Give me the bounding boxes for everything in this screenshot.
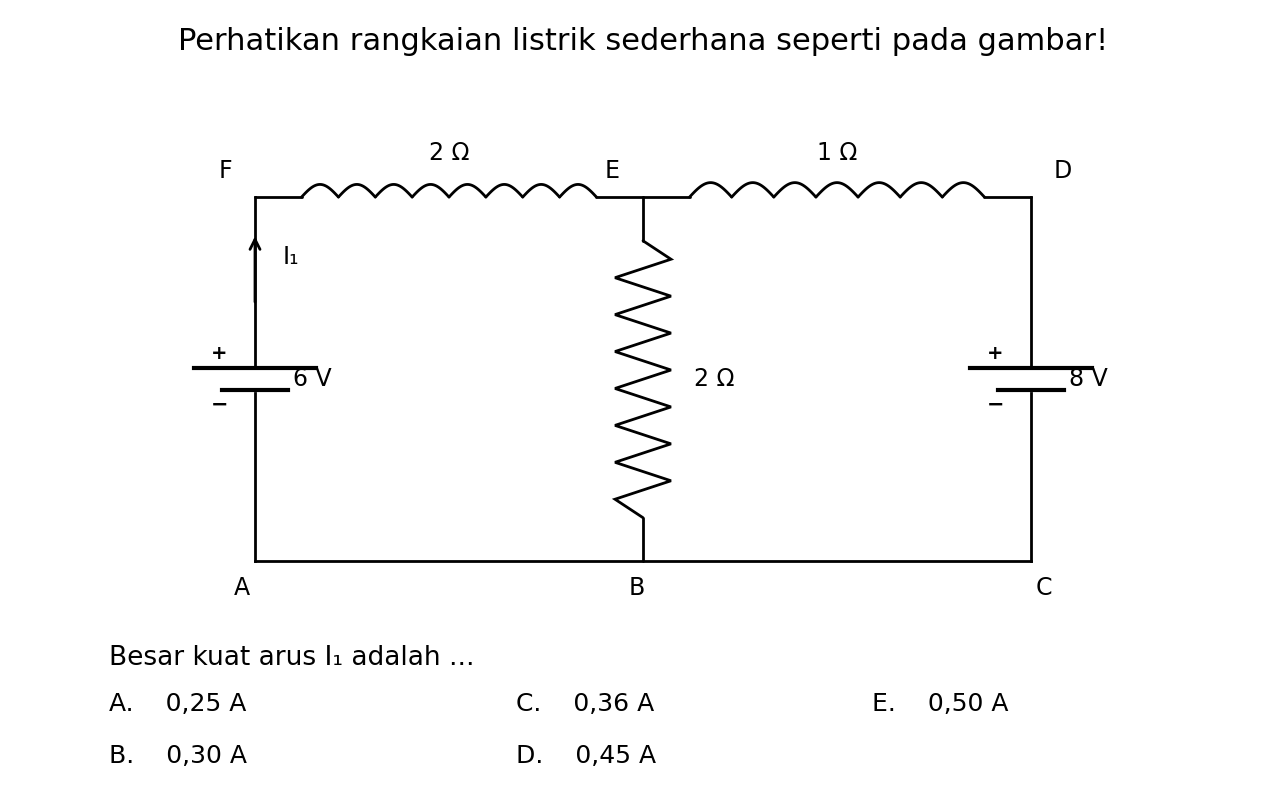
Text: E: E (606, 159, 620, 183)
Text: B: B (629, 575, 644, 600)
Text: D.    0,45 A: D. 0,45 A (516, 744, 656, 767)
Text: E.    0,50 A: E. 0,50 A (872, 692, 1008, 716)
Text: Perhatikan rangkaian listrik sederhana seperti pada gambar!: Perhatikan rangkaian listrik sederhana s… (177, 27, 1109, 56)
Text: D: D (1055, 159, 1073, 183)
Text: Besar kuat arus I₁ adalah ...: Besar kuat arus I₁ adalah ... (109, 645, 475, 671)
Text: 2 Ω: 2 Ω (428, 142, 469, 165)
Text: A: A (234, 575, 251, 600)
Text: C.    0,36 A: C. 0,36 A (516, 692, 655, 716)
Text: +: + (211, 344, 228, 364)
Text: +: + (988, 344, 1003, 364)
Text: C: C (1035, 575, 1052, 600)
Text: 1 Ω: 1 Ω (817, 142, 858, 165)
Text: I₁: I₁ (283, 245, 300, 269)
Text: 2 Ω: 2 Ω (694, 368, 734, 391)
Text: 6 V: 6 V (293, 368, 332, 391)
Text: 8 V: 8 V (1069, 368, 1109, 391)
Text: B.    0,30 A: B. 0,30 A (109, 744, 247, 767)
Text: −: − (211, 395, 228, 414)
Text: A.    0,25 A: A. 0,25 A (109, 692, 246, 716)
Text: F: F (219, 159, 231, 183)
Text: −: − (986, 395, 1004, 414)
